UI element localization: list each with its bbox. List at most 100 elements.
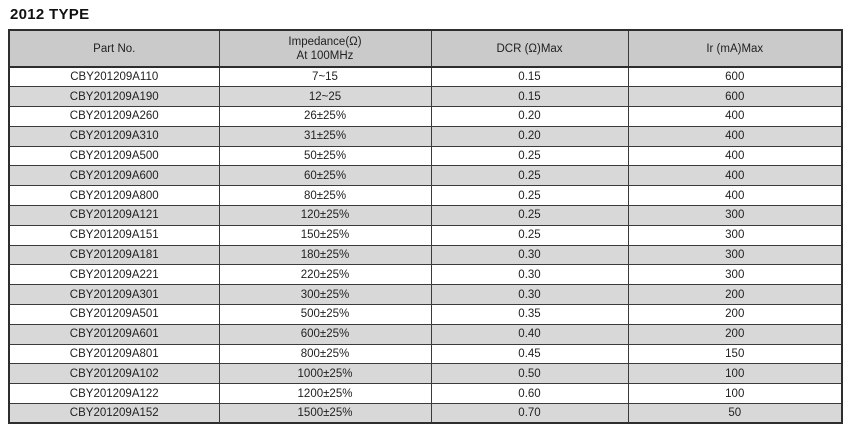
cell-dcr: 0.25	[430, 145, 629, 167]
cell-ir: 400	[627, 145, 843, 167]
cell-dcr: 0.25	[430, 205, 629, 226]
column-header-label: DCR (Ω)Max	[496, 42, 563, 55]
spec-table: Part No. Impedance(Ω) At 100MHz DCR (Ω)M…	[8, 29, 843, 425]
cell-ir: 600	[627, 86, 843, 108]
cell-dcr: 0.20	[430, 106, 629, 127]
cell-impedance: 7~15	[218, 66, 432, 88]
cell-impedance: 180±25%	[218, 244, 432, 266]
table-row: CBY201209A801 800±25% 0.45 150	[8, 343, 843, 365]
column-header-ir: Ir (mA)Max	[627, 29, 843, 68]
cell-dcr: 0.40	[430, 323, 629, 345]
cell-ir: 50	[627, 403, 843, 424]
cell-dcr: 0.70	[430, 403, 629, 424]
cell-part-no: CBY201209A151	[8, 224, 220, 246]
cell-part-no: CBY201209A600	[8, 165, 220, 187]
table-row: CBY201209A310 31±25% 0.20 400	[8, 125, 843, 147]
cell-ir: 150	[627, 343, 843, 365]
cell-part-no: CBY201209A501	[8, 304, 220, 325]
table-header: Part No. Impedance(Ω) At 100MHz DCR (Ω)M…	[8, 29, 843, 68]
cell-impedance: 600±25%	[218, 323, 432, 345]
cell-part-no: CBY201209A301	[8, 284, 220, 306]
cell-part-no: CBY201209A152	[8, 403, 220, 424]
table-row: CBY201209A122 1200±25% 0.60 100	[8, 383, 843, 405]
table-row: CBY201209A800 80±25% 0.25 400	[8, 185, 843, 207]
column-header-dcr: DCR (Ω)Max	[430, 29, 629, 68]
cell-dcr: 0.60	[430, 383, 629, 405]
cell-ir: 200	[627, 284, 843, 306]
cell-impedance: 60±25%	[218, 165, 432, 187]
table-body: CBY201209A110 7~15 0.15 600 CBY201209A190 12~…	[8, 66, 843, 424]
cell-ir: 100	[627, 383, 843, 405]
cell-ir: 400	[627, 165, 843, 187]
cell-dcr: 0.50	[430, 363, 629, 385]
cell-dcr: 0.30	[430, 284, 629, 306]
cell-impedance: 80±25%	[218, 185, 432, 207]
column-header-part-no: Part No.	[8, 29, 220, 68]
cell-impedance: 220±25%	[218, 264, 432, 286]
table-row: CBY201209A301 300±25% 0.30 200	[8, 284, 843, 306]
header-row: Part No. Impedance(Ω) At 100MHz DCR (Ω)M…	[8, 29, 843, 68]
column-header-label-line2: At 100MHz	[296, 49, 354, 62]
table-row: CBY201209A601 600±25% 0.40 200	[8, 323, 843, 345]
cell-dcr: 0.15	[430, 66, 629, 88]
cell-part-no: CBY201209A181	[8, 244, 220, 266]
cell-impedance: 120±25%	[218, 205, 432, 226]
cell-ir: 200	[627, 323, 843, 345]
table-row: CBY201209A260 26±25% 0.20 400	[8, 106, 843, 127]
cell-part-no: CBY201209A121	[8, 205, 220, 226]
cell-ir: 300	[627, 264, 843, 286]
cell-dcr: 0.15	[430, 86, 629, 108]
cell-part-no: CBY201209A221	[8, 264, 220, 286]
cell-ir: 400	[627, 185, 843, 207]
cell-dcr: 0.25	[430, 224, 629, 246]
column-header-label-line1: Impedance(Ω)	[288, 35, 362, 48]
cell-part-no: CBY201209A260	[8, 106, 220, 127]
cell-impedance: 800±25%	[218, 343, 432, 365]
cell-impedance: 1200±25%	[218, 383, 432, 405]
cell-ir: 600	[627, 66, 843, 88]
cell-part-no: CBY201209A310	[8, 125, 220, 147]
cell-part-no: CBY201209A102	[8, 363, 220, 385]
cell-impedance: 1500±25%	[218, 403, 432, 424]
table-row: CBY201209A102 1000±25% 0.50 100	[8, 363, 843, 385]
table-row: CBY201209A500 50±25% 0.25 400	[8, 145, 843, 167]
cell-dcr: 0.25	[430, 185, 629, 207]
table-row: CBY201209A110 7~15 0.15 600	[8, 66, 843, 88]
table-row: CBY201209A181 180±25% 0.30 300	[8, 244, 843, 266]
cell-impedance: 12~25	[218, 86, 432, 108]
cell-impedance: 500±25%	[218, 304, 432, 325]
cell-ir: 400	[627, 106, 843, 127]
cell-impedance: 300±25%	[218, 284, 432, 306]
cell-dcr: 0.45	[430, 343, 629, 365]
table-row: CBY201209A152 1500±25% 0.70 50	[8, 403, 843, 424]
cell-ir: 300	[627, 224, 843, 246]
cell-ir: 300	[627, 205, 843, 226]
cell-part-no: CBY201209A500	[8, 145, 220, 167]
cell-part-no: CBY201209A800	[8, 185, 220, 207]
table-row: CBY201209A501 500±25% 0.35 200	[8, 304, 843, 325]
cell-impedance: 50±25%	[218, 145, 432, 167]
cell-impedance: 26±25%	[218, 106, 432, 127]
column-header-label: Ir (mA)Max	[706, 42, 764, 55]
column-header-impedance: Impedance(Ω) At 100MHz	[218, 29, 432, 68]
table-row: CBY201209A221 220±25% 0.30 300	[8, 264, 843, 286]
cell-ir: 400	[627, 125, 843, 147]
cell-dcr: 0.20	[430, 125, 629, 147]
table-row: CBY201209A121 120±25% 0.25 300	[8, 205, 843, 226]
cell-impedance: 31±25%	[218, 125, 432, 147]
table-row: CBY201209A190 12~25 0.15 600	[8, 86, 843, 108]
page-title: 2012 TYPE	[10, 6, 90, 23]
table-row: CBY201209A151 150±25% 0.25 300	[8, 224, 843, 246]
cell-impedance: 1000±25%	[218, 363, 432, 385]
cell-part-no: CBY201209A122	[8, 383, 220, 405]
cell-impedance: 150±25%	[218, 224, 432, 246]
table-row: CBY201209A600 60±25% 0.25 400	[8, 165, 843, 187]
cell-ir: 300	[627, 244, 843, 266]
cell-part-no: CBY201209A601	[8, 323, 220, 345]
cell-dcr: 0.30	[430, 244, 629, 266]
cell-part-no: CBY201209A801	[8, 343, 220, 365]
cell-dcr: 0.35	[430, 304, 629, 325]
cell-ir: 100	[627, 363, 843, 385]
column-header-label: Part No.	[93, 42, 136, 55]
